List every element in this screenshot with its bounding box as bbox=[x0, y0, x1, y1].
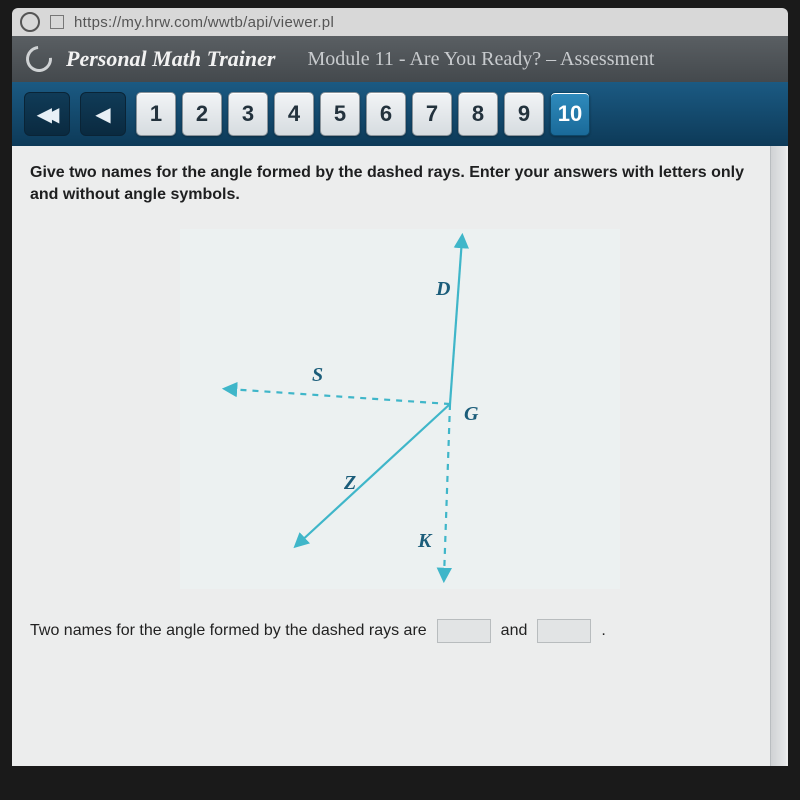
module-title: Module 11 - Are You Ready? – Assessment bbox=[307, 48, 654, 71]
question-nav-bar: ◀◀ ◀ 12345678910 bbox=[12, 82, 788, 146]
app-logo-icon bbox=[21, 41, 58, 78]
answer-lead-text: Two names for the angle formed by the da… bbox=[30, 622, 427, 640]
chevron-left-icon: ◀ bbox=[95, 102, 110, 127]
answer-joiner: and bbox=[501, 622, 528, 640]
question-button-6[interactable]: 6 bbox=[366, 92, 406, 136]
monitor-frame: https://my.hrw.com/wwtb/api/viewer.pl Pe… bbox=[0, 0, 800, 800]
app-header: Personal Math Trainer Module 11 - Are Yo… bbox=[12, 36, 788, 82]
svg-text:Z: Z bbox=[343, 472, 356, 494]
vertical-scrollbar[interactable] bbox=[770, 146, 786, 766]
double-chevron-left-icon: ◀◀ bbox=[37, 102, 52, 127]
svg-text:K: K bbox=[417, 530, 433, 552]
svg-text:S: S bbox=[312, 364, 323, 386]
angle-figure: D S Z K G bbox=[180, 229, 620, 589]
svg-text:G: G bbox=[464, 403, 479, 425]
prev-question-button[interactable]: ◀ bbox=[80, 92, 126, 136]
question-button-5[interactable]: 5 bbox=[320, 92, 360, 136]
content-area: Give two names for the angle formed by t… bbox=[12, 146, 788, 766]
question-button-7[interactable]: 7 bbox=[412, 92, 452, 136]
answer-input-1[interactable] bbox=[437, 619, 491, 643]
site-info-icon[interactable] bbox=[50, 15, 64, 29]
question-button-3[interactable]: 3 bbox=[228, 92, 268, 136]
url-text[interactable]: https://my.hrw.com/wwtb/api/viewer.pl bbox=[74, 14, 334, 31]
answer-row: Two names for the angle formed by the da… bbox=[30, 619, 770, 643]
svg-text:D: D bbox=[435, 278, 450, 300]
first-question-button[interactable]: ◀◀ bbox=[24, 92, 70, 136]
browser-address-bar: https://my.hrw.com/wwtb/api/viewer.pl bbox=[12, 8, 788, 36]
question-prompt: Give two names for the angle formed by t… bbox=[30, 162, 770, 205]
answer-period: . bbox=[601, 622, 605, 640]
question-button-1[interactable]: 1 bbox=[136, 92, 176, 136]
question-button-2[interactable]: 2 bbox=[182, 92, 222, 136]
question-button-4[interactable]: 4 bbox=[274, 92, 314, 136]
question-button-10[interactable]: 10 bbox=[550, 92, 590, 136]
answer-input-2[interactable] bbox=[537, 619, 591, 643]
question-buttons: 12345678910 bbox=[136, 92, 590, 136]
reload-icon[interactable] bbox=[20, 12, 40, 32]
app-title: Personal Math Trainer bbox=[66, 46, 275, 72]
question-button-9[interactable]: 9 bbox=[504, 92, 544, 136]
question-button-8[interactable]: 8 bbox=[458, 92, 498, 136]
